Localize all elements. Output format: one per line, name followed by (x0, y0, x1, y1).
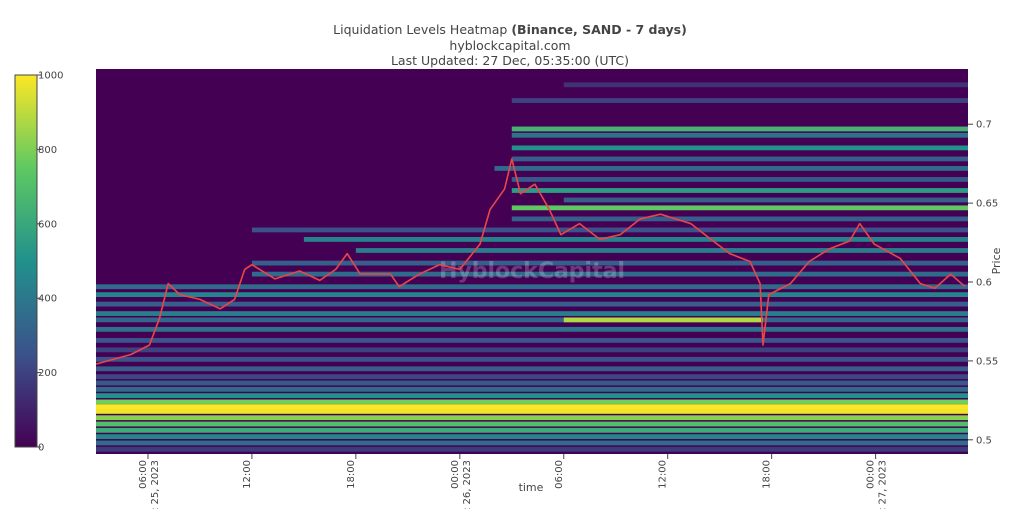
watermark: HyblockCapital (439, 259, 625, 284)
heat-band (511, 188, 968, 193)
heat-band (96, 356, 968, 362)
heat-band (96, 374, 968, 380)
heat-band (355, 248, 968, 253)
heat-band (563, 197, 968, 203)
heat-band (96, 311, 968, 316)
colorbar-tick-label: 1000 (38, 71, 63, 82)
last-updated: Last Updated: 27 Dec, 05:35:00 (UTC) (391, 53, 629, 68)
axes: 0.50.550.60.650.706:00 Dec 25, 2023 12:00 1… (37, 71, 998, 509)
heat-band (96, 421, 968, 427)
heat-band (96, 446, 968, 452)
heat-band (511, 132, 968, 138)
heat-band (96, 415, 968, 421)
y-tick-label: 0.7 (976, 120, 992, 131)
heat-band (96, 386, 968, 392)
heat-band (511, 156, 968, 162)
heat-band (563, 82, 968, 88)
chart-subtitle: hyblockcapital.com (449, 38, 570, 53)
chart-title: Liquidation Levels Heatmap (333, 22, 507, 37)
colorbar (14, 74, 38, 448)
heat-band (511, 216, 968, 222)
x-tick-label: 06:00 (554, 460, 565, 489)
x-tick-label: 18:00 (762, 460, 773, 489)
heat-band (96, 440, 968, 446)
heat-band (251, 271, 968, 277)
heat-band (96, 399, 968, 405)
heat-band (96, 317, 968, 323)
heat-band (96, 292, 968, 298)
y-tick-label: 0.65 (976, 199, 998, 210)
x-axis-title: time (519, 481, 544, 494)
x-tick-label: 00:00 (450, 460, 461, 489)
x-tick-label: 12:00 (242, 460, 253, 489)
heat-band (96, 326, 968, 332)
heat-band (251, 227, 968, 233)
heat-band (96, 434, 968, 440)
price-line (96, 158, 966, 365)
y-axis-title: Price (990, 247, 1003, 274)
chart-title-line: Liquidation Levels Heatmap (Binance, SAN… (333, 22, 687, 37)
x-tick-date: Dec 27, 2023 (878, 460, 889, 509)
colorbar-tick-label: 0 (38, 443, 44, 454)
colorbar-tick-label: 400 (38, 294, 57, 305)
plot-area: HyblockCapital (96, 82, 968, 452)
x-tick-label: 00:00 (866, 460, 877, 489)
heat-band (96, 380, 968, 386)
heat-band (251, 260, 968, 266)
x-tick-label: 12:00 (658, 460, 669, 489)
heat-band (96, 347, 968, 353)
heat-band (96, 284, 968, 290)
heat-band (96, 393, 968, 399)
heat-band (303, 237, 968, 242)
chart-title-bold: (Binance, SAND - 7 days) (511, 22, 687, 37)
heat-band (511, 177, 968, 182)
heat-band (511, 126, 968, 132)
x-tick-label: 18:00 (346, 460, 357, 489)
heat-band (511, 145, 968, 151)
heat-band (96, 337, 968, 343)
colorbar-tick-label: 600 (38, 219, 57, 230)
heat-band (96, 427, 968, 433)
colorbar-tick-label: 200 (38, 368, 57, 379)
heat-band (96, 408, 968, 414)
colorbar-tick-label: 800 (38, 145, 57, 156)
heat-band (494, 166, 968, 171)
heat-band (96, 404, 968, 410)
x-tick-date: Dec 25, 2023 (150, 460, 161, 509)
heat-band (563, 317, 763, 323)
heat-band (96, 301, 968, 307)
x-tick-date: Dec 26, 2023 (462, 460, 473, 509)
y-tick-label: 0.5 (976, 435, 992, 446)
heat-band (96, 366, 968, 372)
y-tick-label: 0.6 (976, 278, 992, 289)
heat-band (511, 205, 968, 211)
x-tick-label: 06:00 (138, 460, 149, 489)
y-tick-label: 0.55 (976, 356, 998, 367)
heat-band (511, 98, 968, 103)
